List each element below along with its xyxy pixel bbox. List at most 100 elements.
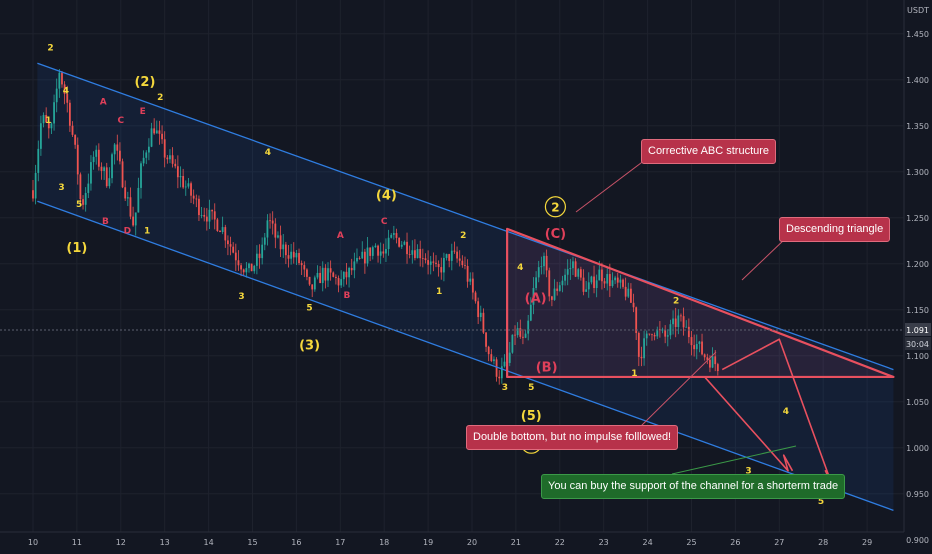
candle-body bbox=[461, 260, 464, 266]
price-axis-panel[interactable] bbox=[904, 0, 932, 550]
candle-body bbox=[221, 227, 224, 233]
candle-body bbox=[677, 315, 680, 328]
triangle-lines bbox=[506, 227, 895, 379]
candle-body bbox=[624, 286, 627, 297]
wave-label: 4 bbox=[517, 263, 523, 273]
candle-body bbox=[519, 328, 522, 337]
wave-label: B bbox=[102, 217, 109, 227]
wave-label: 2 bbox=[460, 231, 466, 241]
candle-body bbox=[479, 312, 482, 318]
candle-body bbox=[587, 282, 590, 290]
candle-body bbox=[329, 268, 332, 273]
candle-body bbox=[385, 249, 387, 254]
candle-body bbox=[645, 333, 648, 339]
candle-body bbox=[651, 334, 653, 336]
candle-body bbox=[414, 250, 416, 259]
callout-leaders bbox=[575, 159, 797, 475]
candle-body bbox=[32, 190, 34, 199]
wave-label: (B) bbox=[536, 360, 558, 375]
candle-body bbox=[527, 320, 530, 334]
leader-support bbox=[671, 445, 797, 475]
candle-body bbox=[240, 265, 242, 270]
wave-label: 5 bbox=[528, 383, 534, 393]
time-axis-panel[interactable] bbox=[0, 532, 904, 550]
callout-corrective-abc: Corrective ABC structure bbox=[641, 139, 777, 164]
candle-body bbox=[53, 102, 55, 124]
candle-body bbox=[603, 281, 606, 284]
candle-body bbox=[656, 329, 659, 337]
candle-body bbox=[153, 128, 156, 134]
candle-body bbox=[179, 176, 182, 178]
date-tick-label: 22 bbox=[555, 538, 565, 547]
candle-body bbox=[145, 152, 148, 158]
candle-body bbox=[664, 329, 667, 337]
candle-body bbox=[416, 249, 419, 259]
candle-body bbox=[561, 280, 564, 286]
candle-body bbox=[714, 356, 717, 365]
wave-label: B bbox=[343, 291, 350, 301]
candle-body bbox=[408, 254, 411, 255]
wave-label: C bbox=[117, 116, 124, 126]
candle-body bbox=[535, 277, 537, 288]
date-tick-label: 23 bbox=[599, 538, 609, 547]
wave-label: 2 bbox=[47, 43, 53, 53]
wave-label: 1 bbox=[631, 369, 637, 379]
leader-double-bottom bbox=[639, 351, 717, 428]
candle-body bbox=[279, 235, 282, 250]
currency-tag bbox=[905, 3, 931, 16]
wave-label: (4) bbox=[376, 188, 397, 203]
channel-fill bbox=[37, 63, 894, 511]
wave-label: 2 bbox=[157, 93, 163, 103]
wave-label: (3) bbox=[299, 338, 320, 353]
candle-body bbox=[490, 354, 493, 362]
candle-body bbox=[574, 261, 577, 277]
candle-body bbox=[687, 326, 690, 338]
candle-body bbox=[184, 186, 187, 188]
candle-body bbox=[58, 72, 61, 89]
candle-body bbox=[303, 265, 306, 270]
wave-label: (1) bbox=[66, 241, 87, 256]
wave-label: (C) bbox=[545, 227, 566, 242]
candle-body bbox=[593, 276, 595, 288]
candle-body bbox=[498, 376, 501, 379]
candle-body bbox=[119, 150, 121, 162]
candle-body bbox=[298, 253, 300, 264]
candle-body bbox=[435, 262, 437, 264]
candle-body bbox=[234, 252, 237, 261]
candle-body bbox=[242, 269, 245, 273]
candle-body bbox=[319, 272, 322, 284]
candle-body bbox=[232, 246, 235, 253]
date-tick-label: 21 bbox=[511, 538, 521, 547]
candle-body bbox=[327, 268, 329, 281]
candle-body bbox=[245, 268, 248, 273]
candle-body bbox=[569, 268, 572, 270]
candle-body bbox=[84, 192, 87, 205]
candle-body bbox=[284, 244, 287, 256]
candle-body bbox=[113, 144, 116, 155]
candle-body bbox=[353, 261, 356, 271]
candle-body bbox=[50, 123, 53, 129]
wave-label: (2) bbox=[134, 75, 155, 90]
candle-body bbox=[392, 233, 395, 235]
candle-body bbox=[403, 241, 406, 245]
candle-body bbox=[590, 276, 593, 283]
candle-body bbox=[690, 337, 693, 346]
candle-body bbox=[709, 359, 711, 368]
date-tick-label: 12 bbox=[116, 538, 126, 547]
candle-body bbox=[174, 163, 177, 167]
candle-body bbox=[406, 241, 408, 255]
price-tick-label: 1.250 bbox=[906, 214, 929, 223]
candle-body bbox=[524, 333, 527, 338]
candle-body bbox=[477, 301, 480, 318]
price-tick-label: 1.450 bbox=[906, 30, 929, 39]
candle-body bbox=[332, 272, 335, 277]
candle-body bbox=[540, 266, 543, 268]
candle-body bbox=[261, 244, 264, 259]
date-tick-label: 20 bbox=[467, 538, 477, 547]
candle-body bbox=[503, 361, 506, 367]
candle-body bbox=[350, 267, 353, 271]
candle-body bbox=[34, 172, 37, 199]
